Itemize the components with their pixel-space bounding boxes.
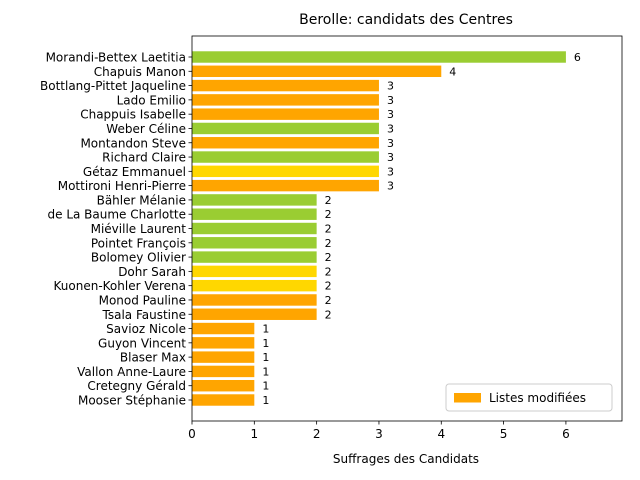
data-label: 2: [325, 294, 332, 307]
data-label: 3: [387, 122, 394, 135]
plot-frame: [191, 35, 623, 422]
data-label: 1: [262, 394, 269, 407]
bar: [192, 322, 255, 335]
data-label: 2: [325, 237, 332, 250]
y-tick-label: Kuonen-Kohler Verena: [54, 279, 187, 293]
bar: [192, 265, 317, 278]
bar: [192, 379, 255, 392]
bar: [192, 294, 317, 306]
legend-swatch: [454, 393, 481, 403]
y-tick-label: Bottlang-Pittet Jaqueline: [40, 79, 186, 93]
bar: [192, 194, 317, 206]
data-label: 3: [387, 151, 394, 164]
data-label: 2: [325, 251, 332, 264]
x-tick-label: 1: [250, 427, 258, 441]
y-tick-label: Weber Céline: [106, 122, 186, 136]
x-tick-label: 6: [562, 427, 570, 441]
legend-box: [445, 383, 613, 412]
bar: [192, 365, 255, 378]
y-tick-label: Chapuis Manon: [94, 65, 186, 79]
y-tick-label: de La Baume Charlotte: [48, 208, 187, 222]
x-tick-label: 2: [313, 427, 321, 441]
data-label: 4: [449, 65, 456, 78]
x-tick-label: 4: [437, 427, 445, 441]
bar: [192, 94, 379, 106]
data-label: 3: [387, 108, 394, 121]
y-tick-label: Richard Claire: [102, 151, 186, 165]
y-tick-label: Monod Pauline: [99, 293, 186, 307]
data-label: 2: [325, 223, 332, 236]
bar: [192, 237, 317, 249]
legend: Listes modifiées: [445, 383, 613, 412]
y-tick-label: Blaser Max: [120, 351, 186, 365]
y-tick-label: Montandon Steve: [80, 136, 186, 150]
bar: [192, 208, 317, 220]
y-tick-label: Bolomey Olivier: [91, 251, 186, 265]
data-label: 3: [387, 165, 394, 178]
data-label: 2: [325, 280, 332, 293]
y-tick-label: Morandi-Bettex Laetitia: [46, 51, 186, 65]
y-tick-label: Savioz Nicole: [106, 322, 186, 336]
bar: [192, 137, 379, 149]
plot-area: Morandi-Bettex Laetitia 6 Chapuis Manon 4 Bo…: [40, 35, 623, 441]
y-tick-label: Mooser Stéphanie: [78, 394, 186, 408]
bar: [192, 122, 379, 135]
bar: [192, 165, 379, 178]
y-tick-label: Bähler Mélanie: [97, 193, 186, 207]
bar: [192, 394, 255, 406]
data-label: 3: [387, 137, 394, 150]
legend-label: Listes modifiées: [489, 391, 586, 405]
data-label: 1: [262, 323, 269, 336]
y-tick-label: Chappuis Isabelle: [80, 108, 186, 122]
x-tick-label: 0: [188, 427, 196, 441]
y-tick-label: Gétaz Emmanuel: [83, 165, 186, 179]
data-label: 3: [387, 80, 394, 93]
y-tick-label: Miéville Laurent: [91, 222, 187, 236]
data-label: 6: [574, 51, 581, 64]
x-axis-label: Suffrages des Candidats: [333, 452, 479, 466]
y-tick-label: Pointet François: [91, 236, 186, 250]
bar: [192, 279, 317, 292]
y-tick-label: Guyon Vincent: [98, 336, 186, 350]
data-label: 1: [262, 365, 269, 378]
bar: [192, 222, 317, 235]
bar: [192, 151, 379, 163]
y-tick-label: Lado Emilio: [117, 93, 186, 107]
bar: [192, 65, 442, 78]
data-label: 1: [262, 337, 269, 350]
y-tick-label: Mottironi Henri-Pierre: [58, 179, 186, 193]
bar: [192, 108, 379, 120]
y-tick-label: Dohr Sarah: [118, 265, 186, 279]
chart-title: Berolle: candidats des Centres: [299, 12, 513, 28]
bar: [192, 251, 317, 263]
data-label: 1: [262, 351, 269, 364]
y-tick-label: Vallon Anne-Laure: [77, 365, 186, 379]
data-label: 2: [325, 208, 332, 221]
bar: [192, 351, 255, 363]
bar: [192, 79, 379, 92]
bar: [192, 179, 379, 192]
data-label: 2: [325, 265, 332, 278]
x-tick-label: 3: [375, 427, 383, 441]
data-label: 3: [387, 180, 394, 193]
y-tick-label: Tsala Faustine: [102, 308, 187, 322]
data-label: 1: [262, 380, 269, 393]
data-label: 2: [325, 308, 332, 321]
data-label: 3: [387, 94, 394, 107]
x-tick-label: 5: [500, 427, 508, 441]
data-label: 2: [325, 194, 332, 207]
bar: [192, 51, 566, 63]
y-tick-label: Cretegny Gérald: [87, 379, 186, 393]
bar: [192, 337, 255, 349]
bar: [192, 308, 317, 320]
